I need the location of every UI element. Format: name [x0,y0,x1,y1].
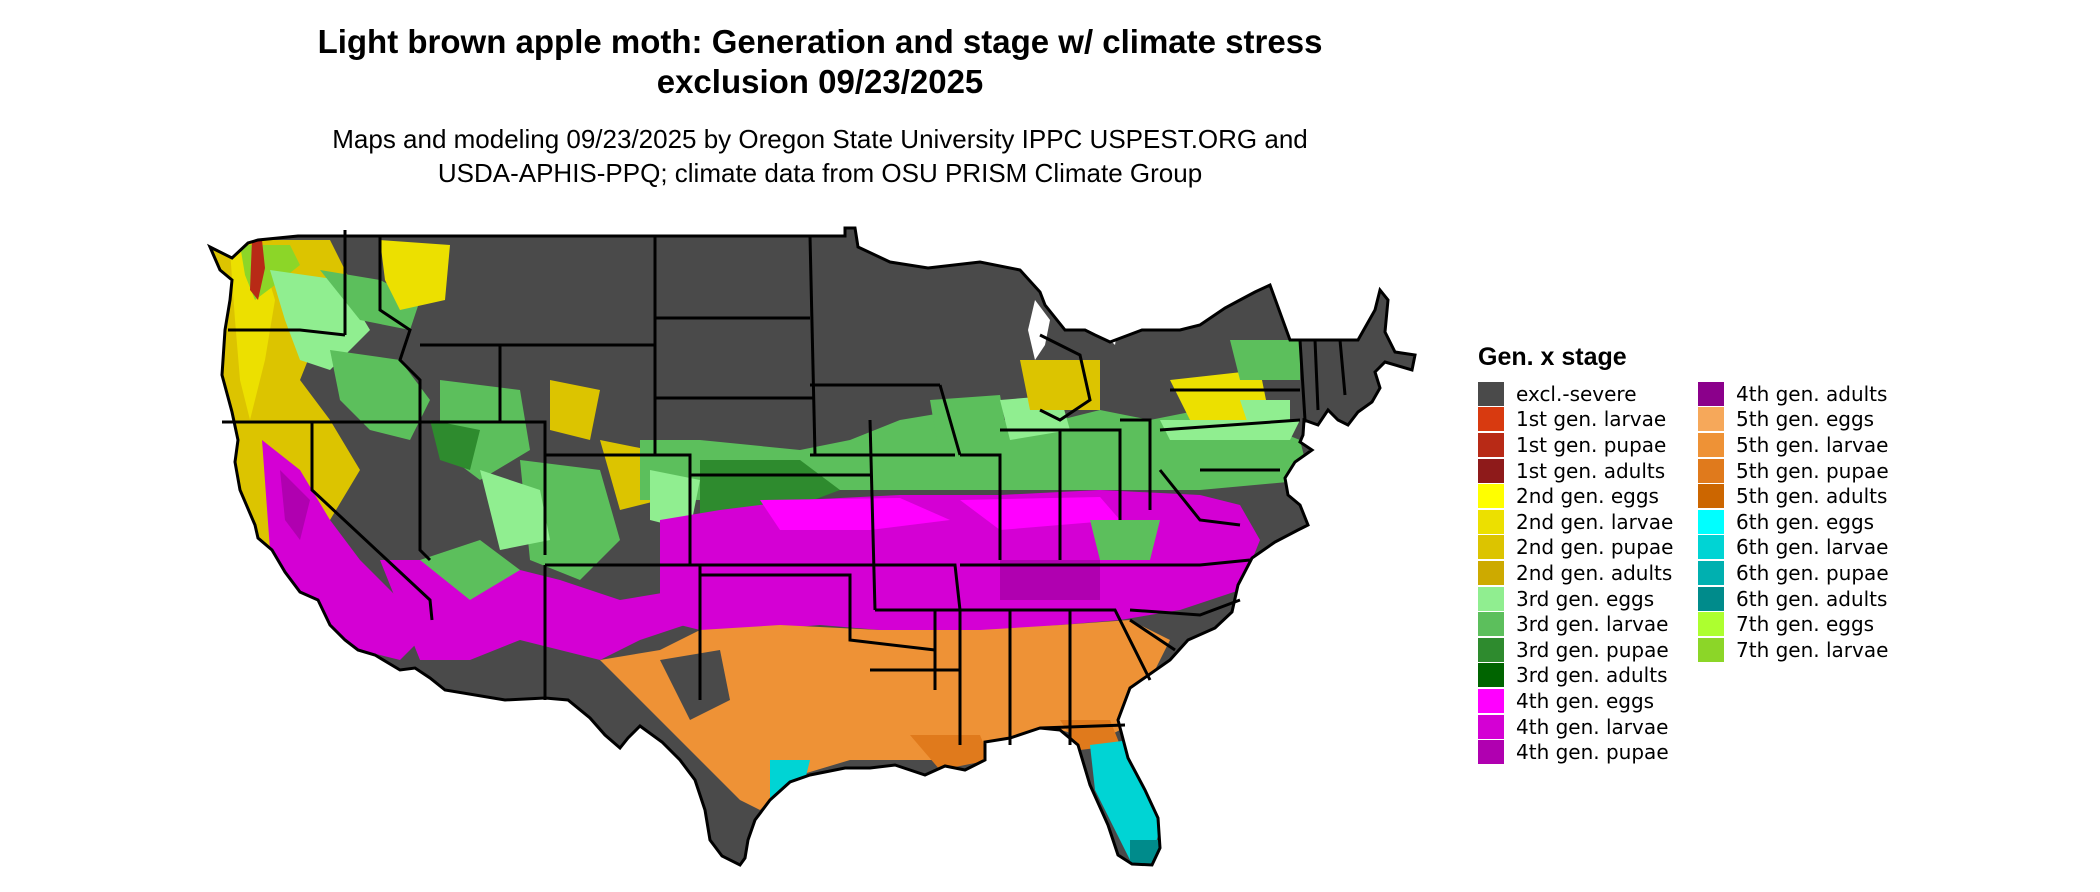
legend-label: 6th gen. adults [1736,586,1888,611]
legend-swatch [1478,484,1504,509]
legend-swatch [1698,407,1724,432]
legend-swatch [1478,407,1504,432]
legend-item: 1st gen. pupae [1478,432,1673,458]
legend-label: 3rd gen. adults [1516,663,1668,688]
legend-item: 6th gen. pupae [1698,560,1889,586]
legend-label: 2nd gen. pupae [1516,535,1674,560]
legend-label: 3rd gen. larvae [1516,612,1669,637]
legend-label: 3rd gen. eggs [1516,586,1655,611]
legend-label: 6th gen. eggs [1736,509,1875,534]
map-title-line-2: exclusion 09/23/2025 [656,63,984,100]
legend-swatch [1478,612,1504,637]
legend-title: Gen. x stage [1478,343,1627,371]
legend-item: 4th gen. eggs [1478,688,1673,714]
lake-michigan [1028,300,1050,360]
legend-swatch [1478,535,1504,560]
legend-label: 1st gen. larvae [1516,407,1667,432]
legend-item: 2nd gen. adults [1478,560,1673,586]
legend-label: excl.-severe [1516,381,1637,406]
legend-item: 2nd gen. eggs [1478,483,1673,509]
legend-item: 5th gen. adults [1698,483,1889,509]
legend-swatch [1478,663,1504,688]
legend-label: 4th gen. eggs [1516,688,1655,713]
legend-label: 7th gen. eggs [1736,612,1875,637]
legend-label: 2nd gen. eggs [1516,484,1659,509]
legend-item: 5th gen. pupae [1698,458,1889,484]
legend-item: 4th gen. pupae [1478,739,1673,765]
legend-swatch [1478,637,1504,662]
legend-label: 5th gen. eggs [1736,407,1875,432]
state-borders [206,226,1417,867]
legend-swatch [1478,432,1504,457]
legend-item: 3rd gen. eggs [1478,586,1673,612]
legend-item: 3rd gen. adults [1478,663,1673,689]
legend: excl.-severe 1st gen. larvae 1st gen. pupa… [1478,381,1978,781]
legend-swatch [1698,458,1724,483]
legend-label: 7th gen. larvae [1736,637,1889,662]
legend-item: 2nd gen. larvae [1478,509,1673,535]
legend-swatch [1698,586,1724,611]
legend-label: 6th gen. larvae [1736,535,1889,560]
legend-swatch [1698,484,1724,509]
legend-label: 5th gen. adults [1736,484,1888,509]
legend-item: 1st gen. larvae [1478,407,1673,433]
legend-swatch [1698,509,1724,534]
legend-item: 5th gen. eggs [1698,407,1889,433]
legend-label: 4th gen. larvae [1516,714,1669,739]
legend-swatch [1478,458,1504,483]
legend-label: 3rd gen. pupae [1516,637,1669,662]
legend-swatch [1478,381,1504,406]
legend-item: 2nd gen. pupae [1478,535,1673,561]
legend-item: 5th gen. larvae [1698,432,1889,458]
legend-item: 4th gen. larvae [1478,714,1673,740]
lake-huron [1095,300,1120,345]
legend-item: 6th gen. eggs [1698,509,1889,535]
legend-item: 7th gen. eggs [1698,611,1889,637]
legend-swatch [1698,381,1724,406]
map-subtitle-line-1: Maps and modeling 09/23/2025 by Oregon S… [332,124,1308,154]
legend-swatch [1478,509,1504,534]
legend-item: excl.-severe [1478,381,1673,407]
legend-item: 3rd gen. larvae [1478,611,1673,637]
legend-label: 1st gen. pupae [1516,432,1667,457]
legend-item: 1st gen. adults [1478,458,1673,484]
legend-label: 2nd gen. adults [1516,560,1673,585]
legend-label: 5th gen. larvae [1736,432,1889,457]
legend-column: excl.-severe 1st gen. larvae 1st gen. pupa… [1478,381,1673,765]
legend-swatch [1478,688,1504,713]
legend-label: 6th gen. pupae [1736,560,1889,585]
legend-label: 2nd gen. larvae [1516,509,1674,534]
map-subtitle-line-2: USDA-APHIS-PPQ; climate data from OSU PR… [437,158,1203,188]
map-title: Light brown apple moth: Generation and s… [250,22,1390,102]
legend-column: 4th gen. adults 5th gen. eggs 5th gen. lar… [1698,381,1889,663]
legend-swatch [1698,535,1724,560]
legend-swatch [1698,612,1724,637]
legend-swatch [1478,714,1504,739]
legend-label: 1st gen. adults [1516,458,1666,483]
legend-item: 4th gen. adults [1698,381,1889,407]
legend-label: 5th gen. pupae [1736,458,1889,483]
map-title-line-1: Light brown apple moth: Generation and s… [317,23,1323,60]
legend-swatch [1478,560,1504,585]
legend-swatch [1478,586,1504,611]
legend-item: 7th gen. larvae [1698,637,1889,663]
legend-item: 6th gen. adults [1698,586,1889,612]
legend-swatch [1698,560,1724,585]
legend-swatch [1478,740,1504,765]
map-subtitle: Maps and modeling 09/23/2025 by Oregon S… [250,122,1390,190]
legend-swatch [1698,637,1724,662]
legend-item: 3rd gen. pupae [1478,637,1673,663]
legend-label: 4th gen. pupae [1516,740,1669,765]
legend-item: 6th gen. larvae [1698,535,1889,561]
legend-label: 4th gen. adults [1736,381,1888,406]
legend-swatch [1698,432,1724,457]
